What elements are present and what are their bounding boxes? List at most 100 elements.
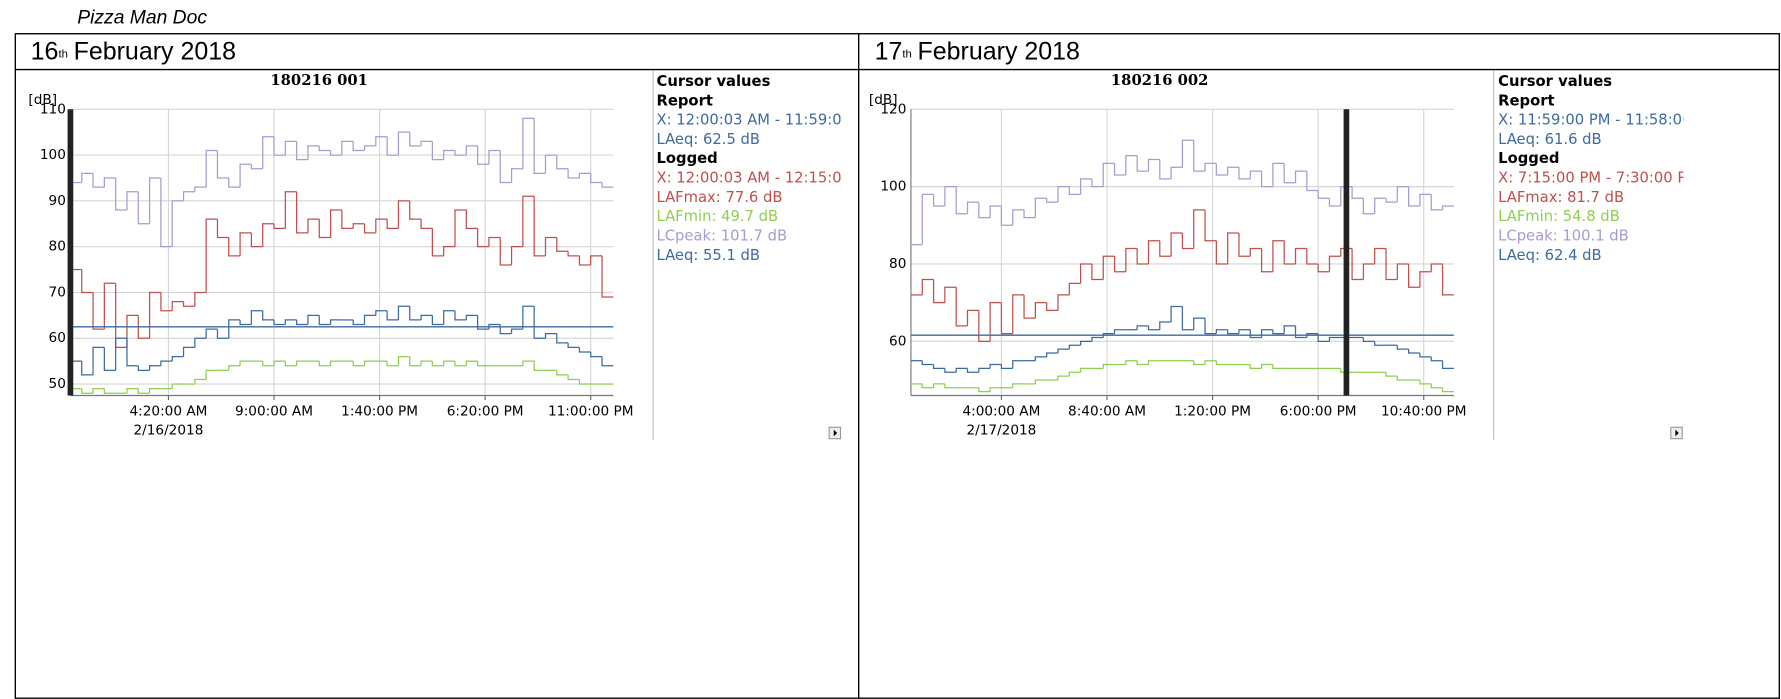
series-step — [148, 388, 161, 394]
series-step — [1204, 360, 1217, 365]
cursor-value: LAFmin: 54.8 dB — [1498, 208, 1620, 225]
series-step — [250, 310, 263, 325]
y-tick-label: 110 — [40, 101, 66, 117]
series-step — [420, 219, 433, 229]
series-step — [1238, 167, 1251, 180]
series-step — [1170, 166, 1183, 179]
series-step — [567, 168, 580, 179]
series-step — [115, 337, 127, 371]
y-tick-label: 60 — [49, 330, 66, 346]
series-step — [1113, 256, 1126, 273]
series-step — [273, 319, 286, 326]
series-step — [194, 186, 207, 192]
series-step — [932, 279, 945, 304]
series-step — [1102, 363, 1115, 369]
series-step — [1441, 360, 1454, 370]
series-step — [148, 365, 161, 371]
series-step — [1147, 325, 1160, 331]
series-step — [476, 228, 489, 248]
series-step — [1193, 317, 1206, 330]
y-axis-label: [dB] — [869, 92, 898, 108]
series-step — [1000, 205, 1013, 226]
series-step — [1113, 163, 1126, 176]
series-step — [1136, 325, 1149, 330]
series-step — [262, 310, 275, 321]
y-tick-label: 50 — [49, 376, 66, 392]
series-step — [329, 150, 342, 156]
series-step — [1193, 140, 1206, 172]
series-step — [1034, 379, 1047, 384]
series-step — [590, 173, 603, 184]
series-step — [1419, 352, 1432, 358]
series-step — [465, 360, 478, 366]
series-step — [1068, 282, 1081, 295]
series-step — [1362, 198, 1375, 215]
series-step — [1317, 263, 1330, 273]
series-step — [1091, 336, 1104, 342]
series-step — [397, 131, 410, 156]
series-step — [296, 141, 308, 161]
series-step — [1419, 380, 1432, 385]
series-step — [1091, 263, 1104, 281]
series-step — [567, 374, 580, 381]
series-step — [318, 361, 331, 367]
scroll-button[interactable] — [828, 426, 842, 440]
series-step — [431, 228, 444, 257]
series-step — [126, 191, 139, 211]
series-step — [1023, 294, 1036, 319]
series-step — [1136, 248, 1149, 265]
series-step — [1136, 155, 1149, 172]
series-step — [944, 368, 957, 373]
series-step — [420, 360, 433, 366]
series-step — [476, 361, 489, 367]
series-step — [955, 287, 968, 327]
cursor-value: Logged — [1498, 150, 1559, 167]
series-step — [556, 155, 569, 170]
series-step — [1012, 360, 1025, 369]
document-title: Pizza Man Doc — [77, 7, 207, 28]
series-step — [92, 388, 105, 394]
series-step — [1430, 194, 1443, 211]
series-step — [556, 237, 569, 252]
series-step — [1193, 360, 1206, 366]
series-step — [1272, 329, 1285, 335]
series-step — [329, 209, 342, 238]
series-step — [397, 305, 410, 320]
series-step — [284, 140, 297, 156]
series-step — [363, 314, 376, 325]
series-step — [978, 367, 991, 373]
series-step — [488, 236, 501, 247]
series-step — [1023, 209, 1036, 219]
series-step — [352, 361, 365, 367]
cursor-value: Cursor values — [1498, 73, 1612, 90]
series-step — [1396, 345, 1409, 350]
series-step — [205, 369, 218, 380]
series-step — [921, 360, 934, 366]
series-step — [1034, 302, 1047, 319]
series-step — [1057, 348, 1070, 353]
scroll-button[interactable] — [1670, 426, 1683, 440]
series-step — [1441, 205, 1454, 210]
x-date-label: 2/16/2018 — [134, 423, 204, 439]
cursor-value: Report — [657, 92, 713, 109]
series-step — [148, 291, 161, 339]
series-step — [216, 150, 229, 179]
series-step — [1306, 332, 1319, 338]
series-step — [1147, 158, 1160, 172]
series-step — [431, 141, 444, 161]
series-step — [239, 360, 252, 366]
series-step — [1057, 186, 1070, 203]
series-step — [1249, 329, 1262, 339]
cursor-value: X: 7:15:00 PM - 7:30:00 PM — [1498, 170, 1699, 187]
series-step — [1408, 186, 1420, 207]
series-step — [284, 361, 297, 367]
x-tick-label: 11:00:00 PM — [548, 403, 633, 419]
series-step — [1068, 371, 1081, 377]
series-step — [989, 363, 1002, 369]
series-step — [239, 232, 252, 256]
series-step — [386, 136, 399, 156]
series-step — [1034, 197, 1047, 218]
series-step — [1272, 240, 1285, 272]
series-step — [966, 309, 979, 326]
series-step — [1249, 170, 1262, 179]
